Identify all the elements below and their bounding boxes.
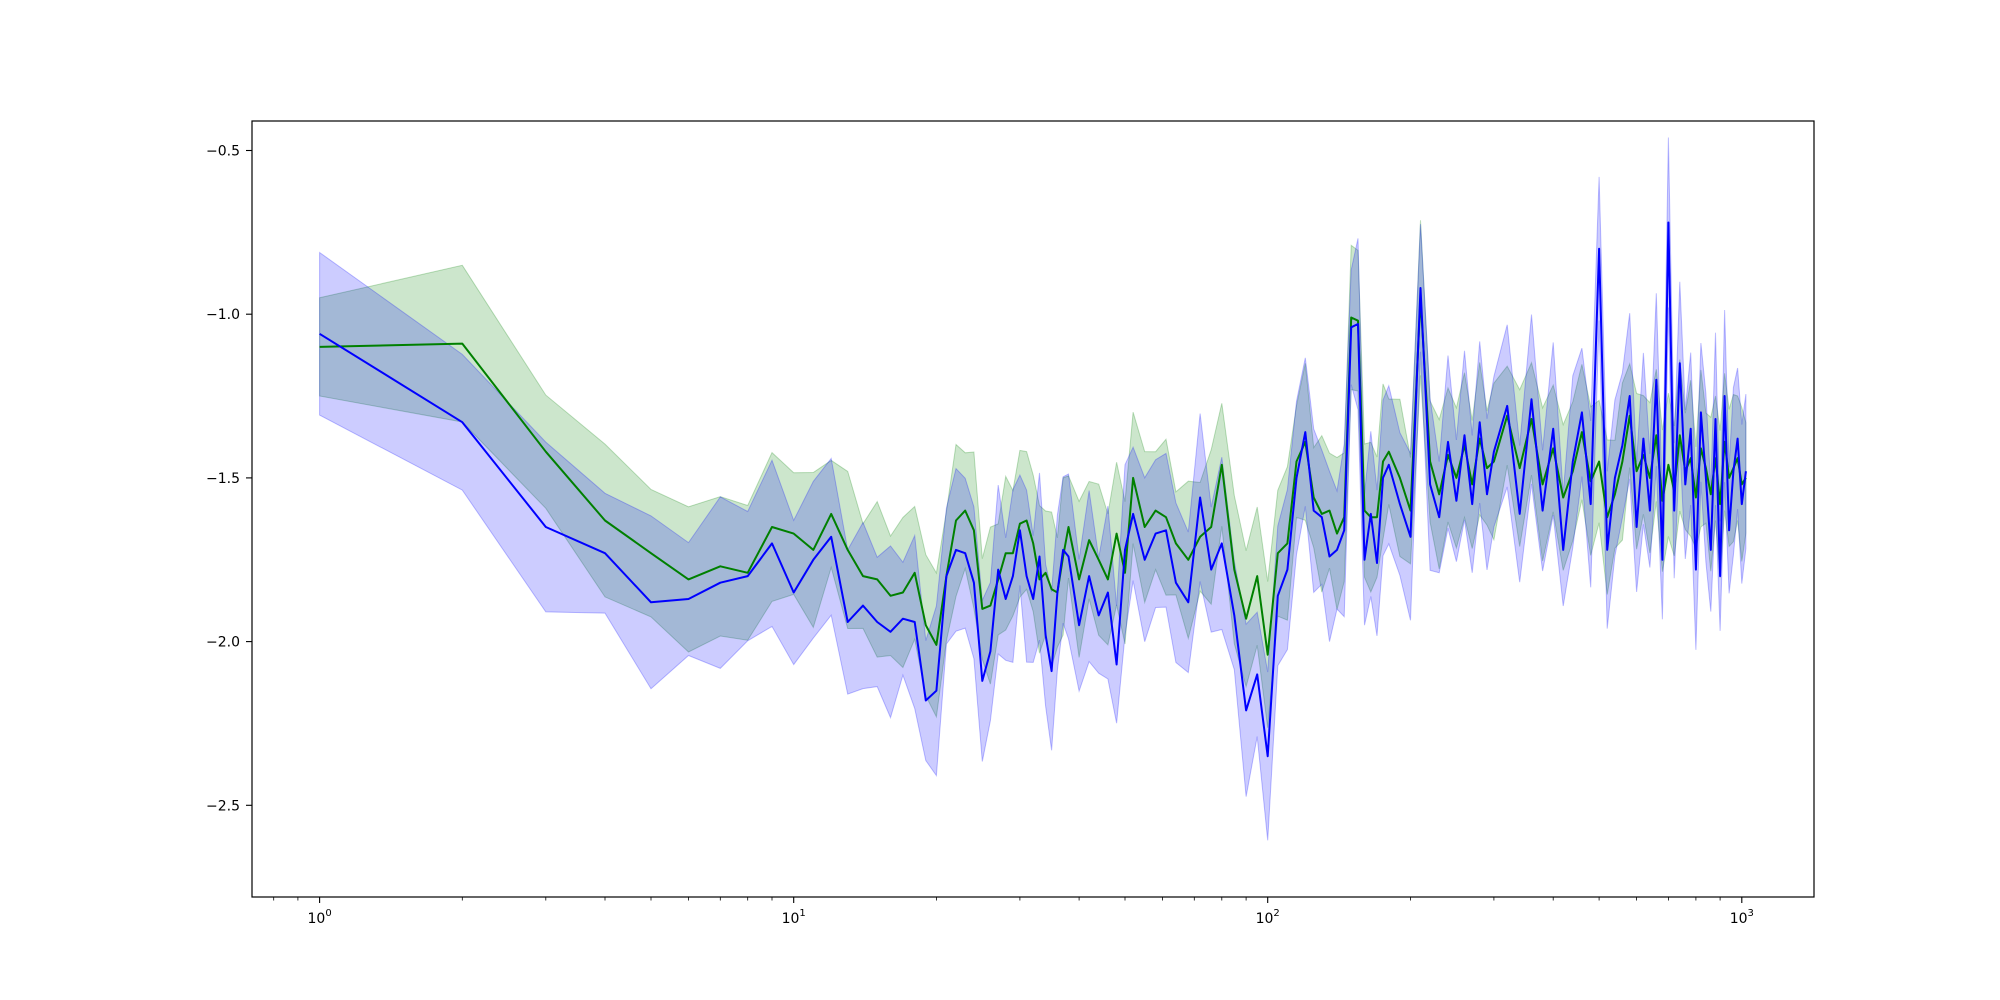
x-axis: 100 101 102 103 xyxy=(273,897,1754,927)
series-2-line xyxy=(319,221,1747,758)
y-tick-label: −2.0 xyxy=(206,635,240,651)
y-tick-label: −1.5 xyxy=(206,471,240,487)
x-tick-label: 103 xyxy=(1730,908,1754,927)
series-lines xyxy=(319,221,1747,758)
series-2-band xyxy=(319,137,1747,841)
y-tick-label: −0.5 xyxy=(206,144,240,160)
plot-frame xyxy=(251,120,1815,898)
x-tick-label: 102 xyxy=(1256,908,1280,927)
y-tick-label: −1.0 xyxy=(206,307,240,323)
x-tick-label: 101 xyxy=(782,908,806,927)
y-tick-label: −2.5 xyxy=(206,798,240,814)
x-tick-label: 100 xyxy=(307,908,331,927)
confidence-bands xyxy=(319,137,1747,841)
y-axis: −0.5 −1.0 −1.5 −2.0 −2.5 xyxy=(206,144,252,814)
